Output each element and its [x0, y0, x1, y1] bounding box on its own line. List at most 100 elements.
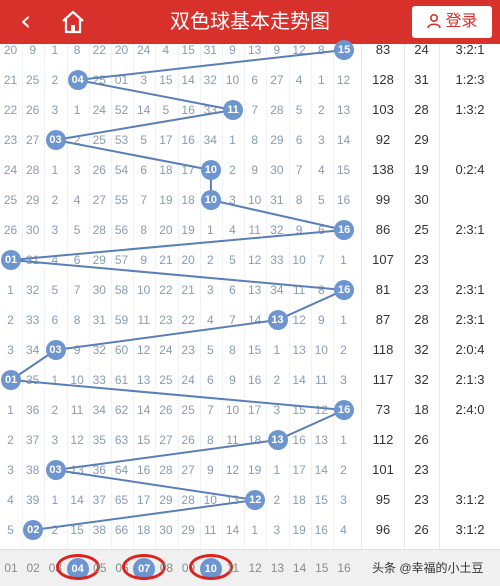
miss-count-cell: 31 — [26, 253, 40, 267]
column-divider — [439, 44, 440, 549]
miss-count-cell: 26 — [181, 433, 195, 447]
miss-count-cell: 7 — [140, 193, 148, 207]
span-value-cell: 18 — [414, 402, 429, 417]
miss-count-cell: 2 — [206, 253, 214, 267]
miss-count-cell: 10 — [225, 73, 240, 87]
miss-count-cell: 6 — [317, 223, 325, 237]
miss-count-cell: 16 — [314, 523, 328, 537]
ratio-label: 2:2:2 — [455, 192, 485, 207]
ratio-cell: 2:2:2 — [440, 455, 500, 485]
miss-count-cell: 29 — [92, 253, 106, 267]
footer-number[interactable]: 11 — [226, 561, 240, 575]
table-row: 20 9 1 8 22 20 24 4 15 31 9 13 9 12 8 83 24 3:2:1 — [0, 44, 500, 65]
miss-count-cell: 8 — [140, 223, 148, 237]
miss-count-cell: 1 — [229, 133, 236, 147]
miss-count-cell: 15 — [314, 493, 328, 507]
login-button[interactable]: 登录 — [412, 6, 492, 38]
home-icon[interactable] — [60, 9, 86, 35]
grid-divider — [22, 44, 24, 549]
ratio-label: 3:1:2 — [455, 492, 485, 507]
miss-count-cell: 66 — [114, 523, 129, 537]
sum-value-cell: 112 — [372, 432, 394, 447]
miss-count-cell: 4 — [295, 73, 303, 87]
footer-number[interactable]: 05 — [93, 561, 107, 575]
miss-count-cell: 3 — [317, 133, 325, 147]
top-bar: ‹ 双色球基本走势图 登录 — [0, 0, 500, 44]
miss-count-cell: 8 — [229, 343, 236, 357]
table-row: 31 4 6 29 57 9 21 20 2 5 12 33 10 7 1 107 23 2:2:2 — [0, 245, 500, 275]
miss-count-cell: 36 — [26, 403, 40, 417]
table-row: 21 25 2 25 01 3 15 14 32 10 6 27 4 1 12 128 31 1:2:3 — [0, 65, 500, 95]
back-arrow-icon[interactable]: ‹ — [20, 4, 32, 37]
miss-count-cell: 14 — [225, 523, 240, 537]
span-value-cell: 28 — [414, 102, 429, 117]
ratio-cell: 2:2:2 — [440, 125, 500, 155]
miss-count-cell: 9 — [229, 44, 236, 57]
miss-count-cell: 2 — [273, 373, 281, 387]
miss-count-cell: 4 — [206, 313, 214, 327]
miss-count-cell: 28 — [159, 463, 173, 477]
ratio-cell: 2:0:4 — [440, 335, 500, 365]
miss-count-cell: 1 — [340, 253, 347, 267]
miss-count-cell: 17 — [137, 493, 151, 507]
miss-count-cell: 8 — [73, 313, 81, 327]
miss-count-cell: 10 — [225, 403, 240, 417]
miss-count-cell: 38 — [92, 523, 106, 537]
span-value-cell: 30 — [414, 192, 429, 207]
ratio-label: 2:2:2 — [455, 132, 485, 147]
miss-count-cell: 6 — [140, 163, 148, 177]
miss-count-cell: 17 — [159, 133, 173, 147]
miss-count-cell: 27 — [92, 193, 106, 207]
miss-count-cell: 9 — [317, 313, 325, 327]
miss-count-cell: 12 — [248, 253, 262, 267]
miss-count-cell: 2 — [51, 523, 59, 537]
ratio-label: 1:2:3 — [455, 72, 485, 87]
drawn-number-ball: 13 — [267, 310, 288, 330]
miss-count-cell: 15 — [248, 343, 262, 357]
miss-count-cell: 10 — [137, 283, 151, 297]
span-value-cell: 29 — [414, 132, 429, 147]
footer-number[interactable]: 01 — [4, 561, 18, 575]
miss-count-cell: 3 — [7, 463, 14, 477]
miss-count-cell: 26 — [159, 403, 173, 417]
footer-number[interactable]: 16 — [337, 561, 351, 575]
footer-number[interactable]: 14 — [292, 561, 307, 575]
miss-count-cell: 3 — [229, 193, 236, 207]
miss-count-cell: 1 — [73, 103, 81, 117]
miss-count-cell: 24 — [159, 343, 173, 357]
drawn-number-ball: 03 — [45, 460, 66, 480]
miss-count-cell: 26 — [92, 163, 106, 177]
miss-count-cell: 19 — [159, 193, 173, 207]
miss-count-cell: 6 — [206, 373, 214, 387]
ratio-cell: 3:1:2 — [440, 485, 500, 515]
footer-number[interactable]: 02 — [26, 561, 40, 575]
footer-number[interactable]: 15 — [315, 561, 329, 575]
miss-count-cell: 10 — [248, 193, 262, 207]
grid-divider — [333, 44, 334, 549]
miss-count-cell: 14 — [292, 373, 306, 387]
miss-count-cell: 5 — [162, 103, 170, 117]
miss-count-cell: 5 — [7, 523, 14, 537]
miss-count-cell: 12 — [70, 433, 84, 447]
miss-count-cell: 5 — [73, 223, 81, 237]
miss-count-cell: 12 — [137, 343, 151, 357]
miss-count-cell: 11 — [248, 223, 261, 237]
miss-count-cell: 28 — [270, 103, 284, 117]
trend-grid: 20 9 1 8 22 20 24 4 15 31 9 13 9 12 8 83 24 3:2:1 21 25 2 25 0… — [0, 44, 500, 549]
miss-count-cell: 15 — [181, 44, 195, 57]
footer-number[interactable]: 12 — [248, 561, 262, 575]
ratio-label: 2:2:2 — [455, 252, 485, 267]
miss-count-cell: 1 — [340, 433, 347, 447]
miss-count-cell: 11 — [226, 433, 239, 447]
miss-count-cell: 25 — [92, 133, 106, 147]
miss-count-cell: 8 — [251, 133, 259, 147]
miss-count-cell: 30 — [159, 523, 173, 537]
miss-count-cell: 52 — [114, 103, 129, 117]
miss-count-cell: 33 — [270, 253, 284, 267]
miss-count-cell: 27 — [181, 463, 195, 477]
miss-count-cell: 19 — [248, 463, 262, 477]
footer-number[interactable]: 13 — [270, 561, 285, 575]
miss-count-cell: 12 — [314, 403, 328, 417]
miss-count-cell: 1 — [317, 73, 325, 87]
footer-number[interactable]: 08 — [159, 561, 174, 575]
